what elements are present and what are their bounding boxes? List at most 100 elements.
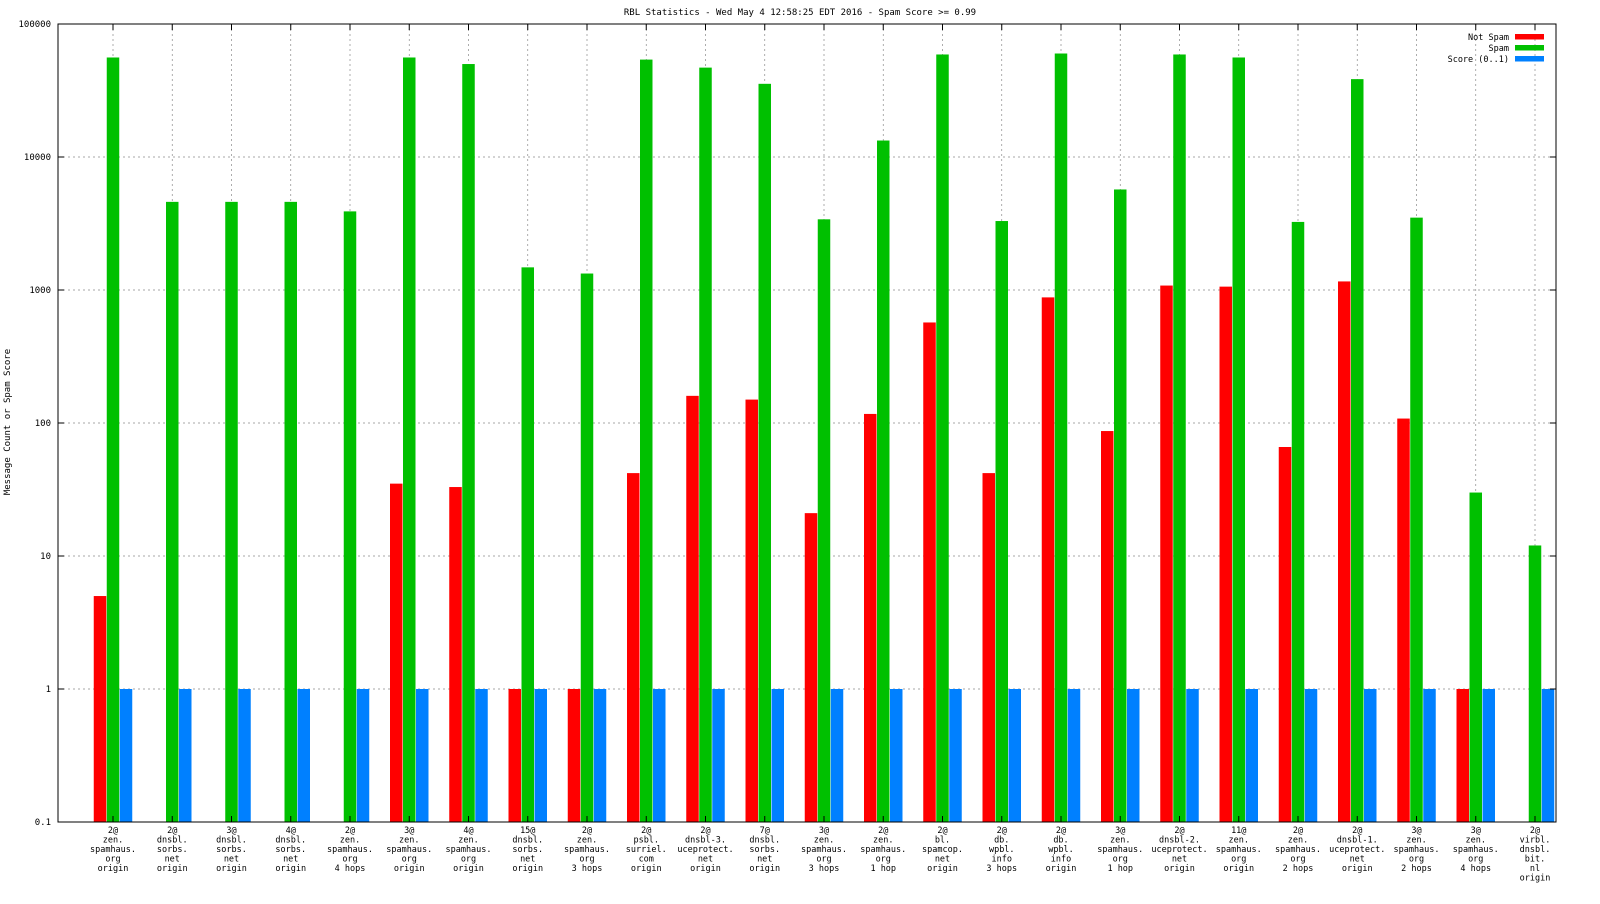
- bar-spam: [936, 54, 949, 822]
- x-category-label: 4@ dnsbl. sorbs. net origin: [275, 826, 306, 874]
- x-category-label: 3@ zen. spamhaus. org 4 hops: [1453, 826, 1499, 874]
- bar-score-0-1: [1423, 689, 1436, 822]
- bar-spam: [1528, 545, 1542, 822]
- bar-score-0-1: [475, 689, 488, 822]
- x-category-label: 2@ db. wpbl. info 3 hops: [986, 826, 1017, 874]
- legend-swatch: [1515, 56, 1544, 62]
- bar-not-spam: [449, 487, 462, 822]
- bar-score-0-1: [297, 689, 310, 822]
- x-category-label: 2@ psbl. surriel. com origin: [626, 826, 667, 874]
- bar-not-spam: [686, 395, 699, 822]
- x-category-label: 3@ zen. spamhaus. org 3 hops: [801, 826, 847, 874]
- bar-score-0-1: [416, 689, 429, 822]
- bar-spam: [1232, 57, 1245, 823]
- bar-not-spam: [93, 596, 107, 822]
- bar-spam: [877, 140, 890, 823]
- bar-not-spam: [1397, 418, 1410, 822]
- bar-spam: [225, 201, 238, 822]
- x-category-label: 4@ zen. spamhaus. org origin: [445, 826, 491, 874]
- bar-score-0-1: [890, 689, 903, 822]
- bar-not-spam: [745, 399, 758, 822]
- x-category-label: 2@ bl. spamcop. net origin: [922, 826, 963, 874]
- bars-group: [93, 53, 1555, 823]
- bar-not-spam: [390, 483, 403, 822]
- bar-not-spam: [923, 322, 936, 822]
- bar-score-0-1: [712, 689, 725, 822]
- bar-not-spam: [508, 689, 521, 822]
- bar-score-0-1: [1127, 689, 1140, 822]
- x-category-label: 2@ zen. spamhaus. org 4 hops: [327, 826, 373, 874]
- x-category-label: 2@ db. wpbl. info origin: [1046, 826, 1077, 874]
- bar-spam: [640, 59, 653, 823]
- bar-spam: [1173, 54, 1186, 822]
- bar-not-spam: [567, 689, 581, 822]
- bar-score-0-1: [830, 689, 844, 822]
- bar-score-0-1: [1364, 689, 1377, 822]
- bar-score-0-1: [119, 689, 133, 822]
- bar-score-0-1: [1541, 689, 1555, 822]
- bar-score-0-1: [949, 689, 962, 822]
- y-tick-label: 10000: [24, 153, 51, 163]
- x-category-label: 11@ zen. spamhaus. org origin: [1216, 826, 1262, 874]
- y-tick-label: 0.1: [35, 818, 51, 828]
- legend-label: Spam: [1489, 44, 1509, 54]
- bar-spam: [521, 267, 534, 822]
- bar-not-spam: [804, 513, 818, 822]
- bar-not-spam: [1456, 689, 1469, 822]
- y-tick-label: 1: [46, 685, 51, 695]
- bar-spam: [1054, 53, 1068, 823]
- bar-spam: [1351, 79, 1364, 822]
- bar-spam: [1291, 221, 1305, 823]
- bar-spam: [580, 273, 594, 823]
- y-tick-label: 100000: [18, 20, 51, 30]
- x-category-label: 15@ dnsbl. sorbs. net origin: [512, 826, 543, 874]
- bar-spam: [995, 221, 1008, 822]
- bar-score-0-1: [771, 689, 784, 822]
- bar-score-0-1: [1008, 689, 1021, 822]
- bar-spam: [284, 201, 297, 822]
- bar-score-0-1: [653, 689, 666, 822]
- x-category-label: 2@ virbl. dnsbl. bit. nl origin: [1520, 826, 1551, 884]
- y-axis-ticks: 0.1 1 10 100 1000 10000 100000: [18, 20, 1556, 828]
- bar-score-0-1: [179, 689, 192, 822]
- x-category-label: 7@ dnsbl. sorbs. net origin: [749, 826, 780, 874]
- bar-not-spam: [864, 413, 877, 822]
- y-tick-label: 10: [40, 552, 51, 562]
- legend-label: Score (0..1): [1448, 55, 1509, 65]
- bar-spam: [166, 201, 179, 822]
- legend-swatch: [1515, 45, 1544, 51]
- bar-not-spam: [1338, 281, 1351, 822]
- bar-score-0-1: [1245, 689, 1258, 822]
- bar-score-0-1: [593, 689, 607, 822]
- y-tick-label: 100: [35, 419, 51, 429]
- bar-score-0-1: [1482, 689, 1495, 822]
- bar-spam: [462, 64, 475, 822]
- x-category-label: 3@ zen. spamhaus. org origin: [386, 826, 432, 874]
- x-category-label: 2@ zen. spamhaus. org 1 hop: [860, 826, 906, 874]
- bar-score-0-1: [1304, 689, 1318, 822]
- bar-not-spam: [1278, 447, 1292, 822]
- bar-spam: [403, 57, 416, 823]
- bar-spam: [699, 67, 712, 823]
- bar-spam: [1114, 189, 1127, 823]
- bar-not-spam: [627, 473, 640, 822]
- y-tick-label: 1000: [29, 286, 51, 296]
- bar-score-0-1: [238, 689, 251, 822]
- x-category-label: 3@ zen. spamhaus. org 2 hops: [1393, 826, 1439, 874]
- x-axis-category-labels: 2@ zen. spamhaus. org origin 2@ dnsbl. sorbs. ne…: [90, 826, 1550, 884]
- x-category-label: 2@ dnsbl-1. uceprotect. net origin: [1329, 826, 1385, 874]
- legend-label: Not Spam: [1468, 33, 1509, 43]
- bar-spam: [106, 57, 120, 823]
- bar-score-0-1: [1067, 689, 1081, 822]
- bar-not-spam: [1041, 297, 1055, 823]
- bar-spam: [758, 83, 771, 822]
- x-category-label: 2@ dnsbl. sorbs. net origin: [157, 826, 188, 874]
- bar-spam: [817, 219, 831, 823]
- x-category-label: 2@ zen. spamhaus. org 3 hops: [564, 826, 610, 874]
- bar-spam: [1410, 217, 1423, 823]
- bar-not-spam: [1160, 285, 1173, 822]
- bar-not-spam: [1101, 431, 1114, 822]
